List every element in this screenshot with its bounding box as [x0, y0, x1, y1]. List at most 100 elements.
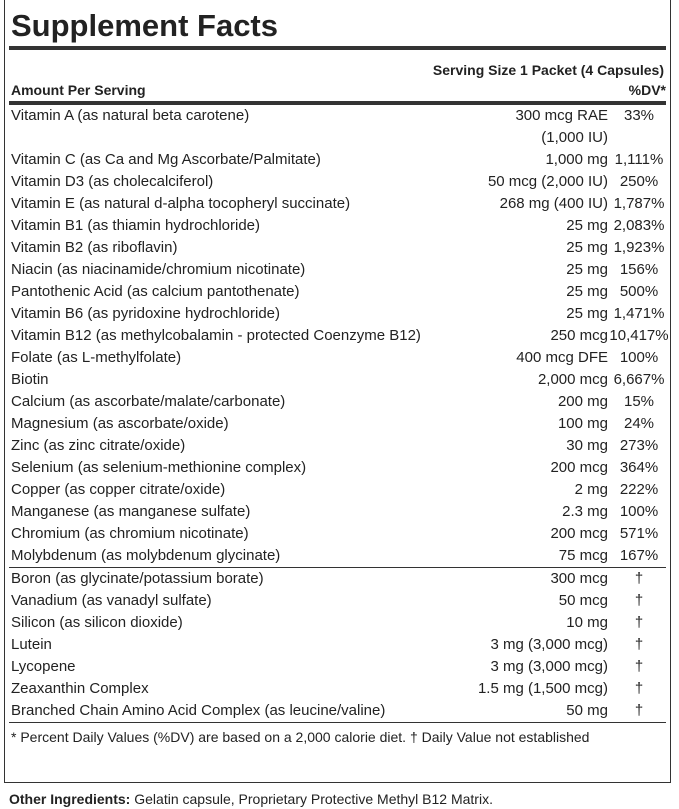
amount: 300 mcg RAE (1,000 IU): [515, 107, 608, 146]
nutrient-name: Biotin: [11, 371, 49, 388]
nutrient-name: Vanadium (as vanadyl sulfate): [11, 592, 212, 609]
daily-value: 1,923%: [613, 239, 665, 256]
divider: [9, 567, 666, 568]
amount: 75 mcg: [558, 547, 608, 564]
nutrient-name: Vitamin A (as natural beta carotene): [11, 107, 250, 124]
amount-cell: 100 mg: [436, 413, 608, 435]
nutrient-name: Zeaxanthin Complex: [11, 680, 149, 697]
amount: 30 mg: [566, 437, 608, 454]
nutrient-row: Niacin (as niacinamide/chromium nicotina…: [5, 259, 670, 281]
nutrient-name: Boron (as glycinate/potassium borate): [11, 570, 264, 587]
amount: 3 mg (3,000 mcg): [490, 636, 608, 653]
nutrient-row: Copper (as copper citrate/oxide) 2 mg 222%: [5, 479, 670, 501]
nutrient-name: Vitamin B2 (as riboflavin): [11, 239, 178, 256]
nutrient-row: Manganese (as manganese sulfate) 2.3 mg 10…: [5, 501, 670, 523]
daily-value: 15%: [623, 393, 655, 410]
amount-cell: 300 mcg: [436, 568, 608, 590]
amount-cell: 2.3 mg: [436, 501, 608, 523]
nutrient-name: Manganese (as manganese sulfate): [11, 503, 251, 520]
nutrient-name: Lycopene: [11, 658, 76, 675]
nutrient-row: Calcium (as ascorbate/malate/carbonate) 2…: [5, 391, 670, 413]
amount-cell: 75 mcg: [436, 545, 608, 567]
daily-value: †: [634, 636, 644, 653]
facts-panel: Supplement Facts Serving Size 1 Packet (…: [4, 0, 671, 783]
daily-value: †: [634, 658, 644, 675]
nutrient-row: Pantothenic Acid (as calcium pantothenat…: [5, 281, 670, 303]
amount-cell: 200 mg: [436, 391, 608, 413]
nutrient-name: Branched Chain Amino Acid Complex (as le…: [11, 702, 386, 719]
nutrient-row: Vitamin B6 (as pyridoxine hydrochloride)…: [5, 303, 670, 325]
other-list: Boron (as glycinate/potassium borate) 300…: [5, 568, 670, 722]
nutrient-name: Vitamin B6 (as pyridoxine hydrochloride): [11, 305, 281, 322]
amount-cell: 400 mcg DFE: [436, 347, 608, 369]
nutrient-row: Silicon (as silicon dioxide) 10 mg †: [5, 612, 670, 634]
dv-label: %DV*: [628, 82, 666, 98]
daily-value: 24%: [623, 415, 655, 432]
amount: 400 mcg DFE: [516, 349, 608, 366]
nutrient-name: Copper (as copper citrate/oxide): [11, 481, 226, 498]
amount: 25 mg: [566, 305, 608, 322]
nutrient-row: Vitamin C (as Ca and Mg Ascorbate/Palmit…: [5, 149, 670, 171]
other-ingredients: Other Ingredients: Gelatin capsule, Prop…: [9, 791, 493, 807]
amount: 200 mcg: [550, 459, 608, 476]
amount-cell: 50 mg: [436, 700, 608, 722]
daily-value: 364%: [619, 459, 659, 476]
amount: 50 mg: [566, 702, 608, 719]
nutrient-row: Vitamin B12 (as methylcobalamin - protec…: [5, 325, 670, 347]
daily-value: 100%: [619, 503, 659, 520]
nutrient-row: Vitamin B1 (as thiamin hydrochloride) 25 …: [5, 215, 670, 237]
nutrient-row: Boron (as glycinate/potassium borate) 300…: [5, 568, 670, 590]
amount-cell: 250 mcg: [436, 325, 608, 347]
nutrient-name: Chromium (as chromium nicotinate): [11, 525, 249, 542]
divider: [9, 722, 666, 723]
nutrient-row: Magnesium (as ascorbate/oxide) 100 mg 24%: [5, 413, 670, 435]
divider: [9, 46, 666, 50]
amount: 25 mg: [566, 217, 608, 234]
nutrient-name: Niacin (as niacinamide/chromium nicotina…: [11, 261, 306, 278]
daily-value: †: [634, 702, 644, 719]
amount: 2.3 mg: [562, 503, 608, 520]
daily-value: 33%: [623, 107, 655, 124]
nutrient-row: Branched Chain Amino Acid Complex (as le…: [5, 700, 670, 722]
daily-value: 6,667%: [613, 371, 665, 388]
daily-value: 500%: [619, 283, 659, 300]
amount-cell: 50 mcg: [436, 590, 608, 612]
daily-value: 1,111%: [614, 151, 664, 168]
daily-value: 1,787%: [613, 195, 665, 212]
nutrient-row: Selenium (as selenium-methionine complex…: [5, 457, 670, 479]
daily-value: †: [634, 592, 644, 609]
daily-value: †: [634, 614, 644, 631]
amount: 50 mcg (2,000 IU): [487, 173, 608, 190]
amount: 1,000 mg: [545, 151, 608, 168]
amount: 25 mg: [566, 283, 608, 300]
amount-cell: 200 mcg: [436, 523, 608, 545]
nutrient-row: Vitamin D3 (as cholecalciferol) 50 mcg (2…: [5, 171, 670, 193]
amount-cell: 300 mcg RAE (1,000 IU): [436, 105, 608, 149]
nutrient-name: Pantothenic Acid (as calcium pantothenat…: [11, 283, 300, 300]
amount: 1.5 mg (1,500 mcg): [477, 680, 608, 697]
nutrient-row: Zinc (as zinc citrate/oxide) 30 mg 273%: [5, 435, 670, 457]
daily-value: 2,083%: [613, 217, 665, 234]
nutrient-row: Lycopene 3 mg (3,000 mcg) †: [5, 656, 670, 678]
label: Other Ingredients:: [9, 791, 131, 807]
nutrient-row: Biotin 2,000 mcg 6,667%: [5, 369, 670, 391]
amount-label: Amount Per Serving: [11, 82, 146, 98]
nutrient-name: Vitamin E (as natural d-alpha tocopheryl…: [11, 195, 351, 212]
amount-cell: 25 mg: [436, 237, 608, 259]
amount: 25 mg: [566, 261, 608, 278]
daily-value: 156%: [619, 261, 659, 278]
nutrient-name: Silicon (as silicon dioxide): [11, 614, 183, 631]
nutrient-name: Calcium (as ascorbate/malate/carbonate): [11, 393, 286, 410]
daily-value: 10,417%: [609, 327, 669, 344]
amount: 200 mg: [557, 393, 608, 410]
header: Amount Per Serving %DV*: [5, 78, 670, 101]
amount-cell: 25 mg: [436, 259, 608, 281]
amount: 2,000 mcg: [537, 371, 608, 388]
amount: 300 mcg: [550, 570, 608, 587]
amount-cell: 25 mg: [436, 303, 608, 325]
nutrient-name: Molybdenum (as molybdenum glycinate): [11, 547, 281, 564]
amount-cell: 25 mg: [436, 215, 608, 237]
amount-cell: 50 mcg (2,000 IU): [436, 171, 608, 193]
daily-value: 1,471%: [613, 305, 665, 322]
